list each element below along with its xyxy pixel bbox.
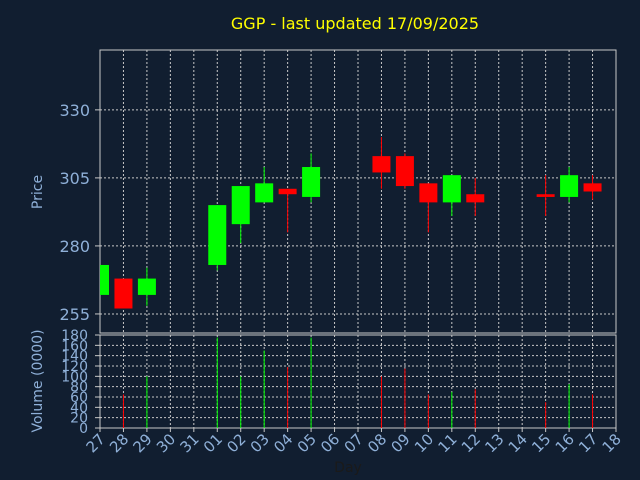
candle-body (583, 183, 602, 192)
candle-body (208, 205, 227, 265)
x-tick-label: 11 (434, 430, 460, 456)
x-tick-label: 10 (411, 430, 437, 456)
x-axis: 2728293031010203040506070809101112131415… (83, 428, 625, 456)
x-tick-label: 04 (270, 430, 296, 456)
price-tick-label: 305 (59, 169, 90, 188)
candle-body (372, 156, 391, 173)
candle-body (255, 183, 274, 203)
candle-body (137, 278, 156, 295)
x-tick-label: 05 (294, 430, 320, 456)
chart-title: GGP - last updated 17/09/2025 (230, 14, 480, 33)
candle-body (114, 278, 133, 309)
x-tick-label: 14 (505, 430, 531, 456)
price-tick-label: 255 (59, 305, 90, 324)
x-tick-label: 09 (388, 430, 414, 456)
volume-tick-label: 180 (61, 328, 88, 344)
volume-tick-label: 100 (61, 369, 88, 385)
candle-body (560, 175, 579, 197)
x-tick-label: 08 (364, 430, 390, 456)
x-tick-label: 18 (599, 430, 625, 456)
volume-tick-label: 40 (70, 400, 88, 416)
candle-body (536, 194, 555, 197)
x-tick-label: 30 (153, 430, 179, 456)
candle-body (231, 186, 250, 225)
price-panel: 255 280 305 330 (59, 49, 617, 334)
x-axis-label: Day (334, 460, 362, 476)
x-tick-label: 16 (552, 430, 578, 456)
volume-tick-label: 80 (70, 380, 88, 396)
volume-tick-label: 120 (61, 359, 88, 375)
x-tick-label: 06 (317, 430, 343, 456)
volume-axis-label: Volume (0000) (30, 329, 46, 432)
candle-body (442, 175, 461, 203)
x-tick-label: 28 (106, 430, 132, 456)
x-tick-label: 29 (130, 430, 156, 456)
x-tick-label: 13 (481, 430, 507, 456)
x-tick-label: 02 (223, 430, 249, 456)
x-tick-label: 17 (575, 430, 601, 456)
candles (100, 137, 602, 309)
volume-tick-label: 20 (70, 411, 88, 427)
volume-tick-label: 140 (61, 349, 88, 365)
candle-body (466, 194, 485, 203)
price-tick-label: 330 (59, 101, 90, 120)
x-tick-label: 01 (200, 430, 226, 456)
price-axis-label: Price (30, 175, 46, 209)
candle-body (419, 183, 438, 203)
x-tick-label: 07 (341, 430, 367, 456)
candle-body (100, 264, 109, 295)
volume-tick-label: 60 (70, 390, 88, 406)
x-tick-label: 03 (247, 430, 273, 456)
candle-body (278, 188, 297, 195)
x-tick-label: 31 (176, 430, 202, 456)
x-tick-label: 12 (458, 430, 484, 456)
x-tick-label: 15 (528, 430, 554, 456)
candle-body (395, 156, 414, 187)
candle-body (302, 167, 321, 197)
volume-tick-label: 0 (79, 421, 88, 437)
volume-tick-label: 160 (61, 338, 88, 354)
price-tick-label: 280 (59, 237, 90, 256)
